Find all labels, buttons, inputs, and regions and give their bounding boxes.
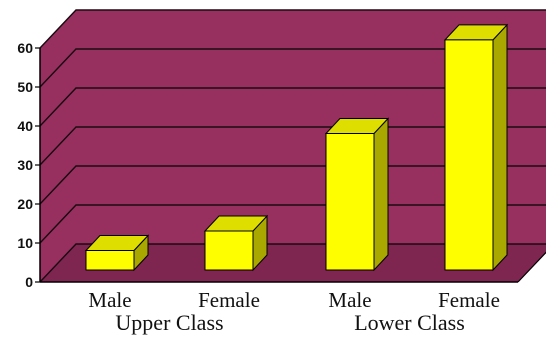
x-category-label: Male <box>88 288 131 312</box>
gridline <box>39 9 546 49</box>
y-tick-label: 40 <box>17 118 33 134</box>
y-tick-label: 10 <box>17 235 33 251</box>
x-category-label: Male <box>328 288 371 312</box>
bar <box>203 214 269 272</box>
y-tick-label: 20 <box>17 196 33 212</box>
gridline <box>39 204 546 244</box>
y-tick-label: 50 <box>17 79 33 95</box>
bar <box>324 117 390 272</box>
gridline <box>39 87 546 127</box>
x-category-label: Female <box>438 288 500 312</box>
bar <box>84 234 150 272</box>
bar-front <box>204 230 254 271</box>
gridline <box>39 126 546 166</box>
gridlines <box>39 9 546 283</box>
x-group-label: Lower Class <box>354 310 465 335</box>
x-axis-group-labels: Upper Class Lower Class <box>115 310 464 335</box>
bars <box>84 23 509 272</box>
bar-side <box>492 23 508 272</box>
bar-side <box>373 117 389 272</box>
bar <box>443 23 509 272</box>
bar-front <box>444 39 494 271</box>
y-tick-label: 0 <box>25 274 33 290</box>
floor <box>40 244 546 282</box>
y-tick-label: 60 <box>17 40 33 56</box>
x-category-label: Female <box>198 288 260 312</box>
x-group-label: Upper Class <box>115 310 223 335</box>
floor-edge <box>517 251 546 283</box>
y-tick-label: 30 <box>17 157 33 173</box>
bar-front <box>85 250 135 271</box>
x-axis-category-labels: Male Female Male Female <box>88 288 499 312</box>
y-axis-ticks: 0 10 20 30 40 50 60 <box>17 40 546 290</box>
gridline <box>39 165 546 205</box>
bar-front <box>325 133 375 271</box>
gridline <box>39 48 546 88</box>
gridline <box>39 243 546 283</box>
